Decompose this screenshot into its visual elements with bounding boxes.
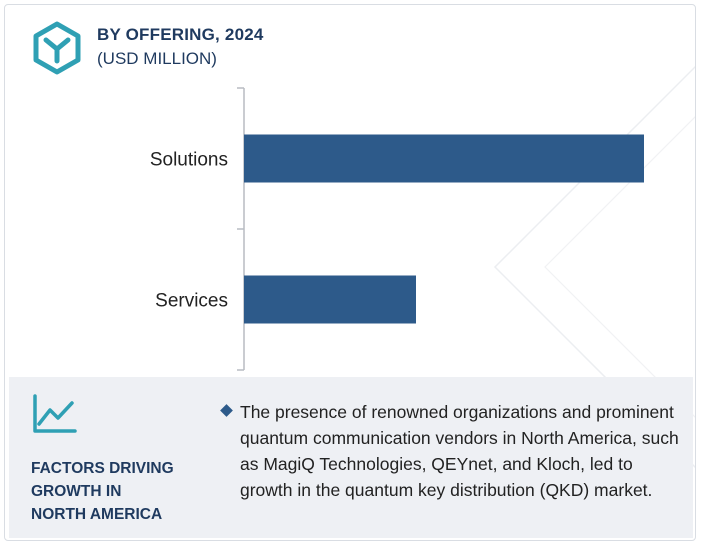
bar-services: [244, 275, 416, 324]
trend-line-icon: [33, 394, 77, 433]
factors-heading: FACTORS DRIVING GROWTH IN NORTH AMERICA: [31, 457, 201, 526]
bar-solutions: [244, 134, 644, 183]
chart-title: BY OFFERING, 2024: [97, 25, 264, 44]
category-label: Solutions: [150, 150, 228, 171]
brand-logo-icon: [33, 21, 81, 75]
bullet-diamond-icon: [220, 404, 233, 417]
growth-factors-panel: FACTORS DRIVING GROWTH IN NORTH AMERICA …: [9, 377, 693, 538]
factor-bullet-text: The presence of renowned organizations a…: [240, 402, 679, 500]
bar-chart: Solutions Services: [150, 87, 644, 371]
chart-subtitle: (USD MILLION): [97, 49, 217, 68]
category-label: Services: [155, 291, 228, 312]
infographic-card: BY OFFERING, 2024 (USD MILLION) Solution…: [4, 4, 696, 541]
factors-heading-line: GROWTH IN: [31, 483, 122, 500]
factors-heading-line: NORTH AMERICA: [31, 506, 163, 523]
factors-heading-line: FACTORS DRIVING: [31, 460, 174, 477]
